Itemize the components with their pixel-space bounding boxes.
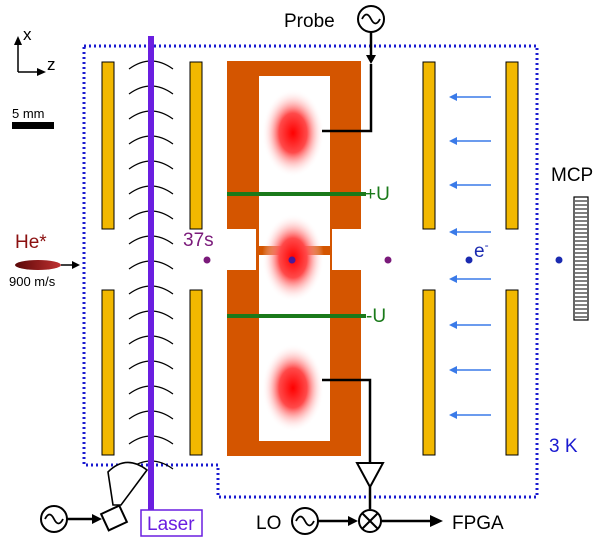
- atom-dot-left: [203, 256, 211, 264]
- amplifier-icon: [355, 462, 385, 490]
- electrode-plus: [227, 192, 366, 196]
- plate-right-outer-bottom: [505, 289, 519, 456]
- lo-source-icon: [291, 507, 319, 535]
- fpga-label: FPGA: [452, 513, 504, 534]
- laser-beam: [148, 36, 154, 512]
- atom-dot-right: [384, 256, 392, 264]
- plate-left-outer-bottom: [101, 289, 115, 456]
- mode-antinode-top: [262, 89, 324, 177]
- probe-source-icon: [357, 5, 385, 33]
- field-arrow: [449, 275, 491, 283]
- output-coupling-wire: [322, 378, 372, 463]
- electron-label: e-: [474, 238, 489, 262]
- scale-bar: [12, 122, 54, 129]
- mixer-icon: [358, 509, 382, 533]
- mode-antinode-bottom: [262, 344, 324, 432]
- axis-z-label: z: [47, 55, 56, 74]
- probe-label: Probe: [284, 11, 335, 32]
- mcp-detector: [573, 196, 589, 321]
- plate-right-inner-bottom: [422, 289, 436, 456]
- probe-arrow: [366, 55, 376, 64]
- rydberg-state-label: 37s: [183, 230, 214, 251]
- field-arrow: [449, 181, 491, 189]
- scale-bar-label: 5 mm: [12, 106, 45, 121]
- detector-dot: [555, 256, 563, 264]
- lo-label: LO: [256, 513, 281, 534]
- field-arrow: [449, 228, 491, 236]
- electrode-plus-label: +U: [365, 184, 390, 205]
- mcp-label: MCP: [551, 165, 593, 186]
- electric-field-arrows: [449, 93, 491, 419]
- electrode-minus: [227, 314, 366, 318]
- field-arrow: [449, 321, 491, 329]
- laser-label: Laser: [147, 514, 195, 535]
- plate-right-inner-top: [422, 61, 436, 230]
- coordinate-axes: x z: [14, 25, 56, 76]
- plate-left-outer-top: [101, 61, 115, 230]
- laser-rf-source-icon: [40, 505, 68, 533]
- modulator-icon: [99, 504, 129, 532]
- laser-label-box: [140, 509, 203, 537]
- laser-horn-icon: [107, 461, 149, 506]
- axis-x-label: x: [23, 25, 32, 44]
- field-arrow: [449, 93, 491, 101]
- atom-dot-center: [288, 256, 296, 264]
- mcp-channels: [575, 200, 587, 318]
- fpga-arrow: [430, 515, 443, 527]
- he-beam-label: He*: [15, 232, 47, 253]
- field-arrow: [449, 137, 491, 145]
- probe-coupling-wire: [322, 64, 373, 133]
- he-atom-icon: [15, 260, 61, 270]
- plate-right-outer-top: [505, 61, 519, 230]
- field-arrow: [449, 366, 491, 374]
- electrode-minus-label: -U: [366, 306, 386, 327]
- he-beam-speed: 900 m/s: [9, 274, 56, 289]
- electron-dot: [465, 256, 473, 264]
- temperature-label: 3 K: [549, 436, 578, 457]
- plate-left-inner-top: [189, 61, 203, 230]
- plate-left-inner-bottom: [189, 289, 203, 456]
- field-arrow: [449, 411, 491, 419]
